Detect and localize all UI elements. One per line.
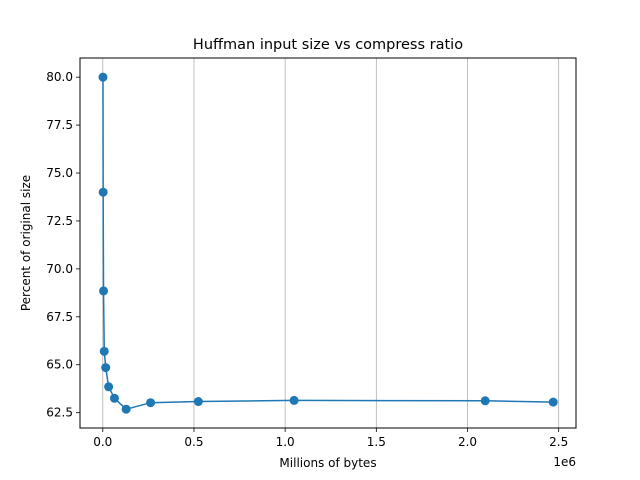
y-tick-label: 65.0 [46, 358, 73, 372]
x-axis-ticks: 0.0 0.5 1.0 1.5 2.0 2.5 [93, 428, 568, 449]
x-tick-label: 0.5 [184, 435, 203, 449]
data-point [193, 397, 203, 407]
plot-frame [79, 57, 577, 429]
x-tick-label: 0.0 [93, 435, 112, 449]
x-axis-offset-label: 1e6 [553, 455, 576, 469]
y-tick-label: 72.5 [46, 214, 73, 228]
y-axis-ticks: 62.5 65.0 67.5 70.0 72.5 75.0 77.5 80.0 [46, 70, 80, 420]
data-point [480, 396, 490, 406]
data-point [98, 187, 108, 197]
data-point [99, 346, 109, 356]
series-layer [98, 72, 558, 414]
y-tick-label: 70.0 [46, 262, 73, 276]
y-tick-label: 80.0 [46, 70, 73, 84]
y-tick-label: 75.0 [46, 166, 73, 180]
x-tick-label: 2.0 [458, 435, 477, 449]
x-axis-label: Millions of bytes [279, 456, 376, 470]
data-point [548, 397, 558, 407]
data-point [121, 404, 131, 414]
chart-title: Huffman input size vs compress ratio [193, 37, 463, 53]
data-point [98, 72, 108, 82]
x-tick-label: 2.5 [549, 435, 568, 449]
x-tick-label: 1.5 [367, 435, 386, 449]
data-point [104, 382, 114, 392]
y-tick-label: 67.5 [46, 310, 73, 324]
data-point [101, 363, 111, 373]
y-tick-label: 62.5 [46, 406, 73, 420]
data-point [109, 393, 119, 403]
y-tick-label: 77.5 [46, 118, 73, 132]
y-axis-label: Percent of original size [19, 175, 33, 311]
data-point [289, 395, 299, 405]
x-tick-label: 1.0 [276, 435, 295, 449]
data-point [99, 286, 109, 296]
data-point [146, 398, 156, 408]
